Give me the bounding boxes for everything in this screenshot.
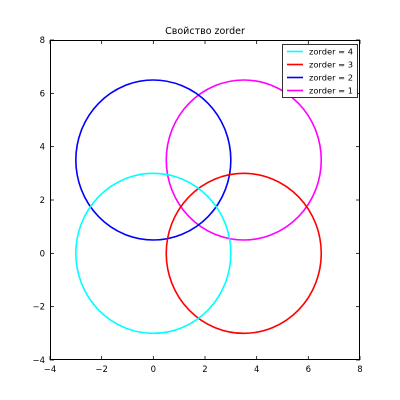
legend-entry: zorder = 1	[287, 86, 353, 96]
x-tick-label: 2	[202, 365, 207, 375]
legend-entry: zorder = 4	[287, 47, 353, 57]
x-tick-label: 6	[306, 365, 311, 375]
circle-series-2	[165, 172, 323, 335]
circle-series-3	[75, 79, 232, 241]
y-tick-label: 0	[40, 249, 45, 259]
legend-entries: zorder = 4 zorder = 3 zorder = 2 zorder = 1	[287, 47, 353, 96]
y-tick-label: −2	[32, 303, 45, 313]
legend-box	[282, 44, 358, 98]
legend-label: zorder = 4	[309, 47, 353, 57]
circle-series-4	[165, 79, 323, 241]
y-tick-label: 2	[40, 196, 45, 206]
legend-label: zorder = 2	[309, 73, 353, 83]
legend-entry: zorder = 3	[287, 60, 353, 70]
chart-title: Свойство zorder	[165, 26, 245, 37]
y-tick-label: −4	[32, 356, 45, 366]
x-tick-label: 0	[151, 365, 156, 375]
legend-label: zorder = 1	[309, 86, 353, 96]
y-tick-label: 6	[40, 89, 45, 99]
circle-series-1	[75, 172, 232, 335]
x-tick-label: 8	[357, 365, 362, 375]
x-tick-label: −4	[44, 365, 57, 375]
circles-layer	[75, 79, 323, 335]
x-tick-label: 4	[254, 365, 259, 375]
x-tick-label: −2	[95, 365, 108, 375]
y-tick-label: 8	[40, 36, 45, 46]
legend-label: zorder = 3	[309, 60, 353, 70]
ticks-layer: −4 −2 0 2 4 6 8 −4 −2 0 2 4 6 8	[32, 36, 362, 375]
legend-entry: zorder = 2	[287, 73, 353, 83]
legend: zorder = 4 zorder = 3 zorder = 2 zorder = 1	[282, 44, 358, 98]
y-tick-label: 4	[40, 143, 45, 153]
